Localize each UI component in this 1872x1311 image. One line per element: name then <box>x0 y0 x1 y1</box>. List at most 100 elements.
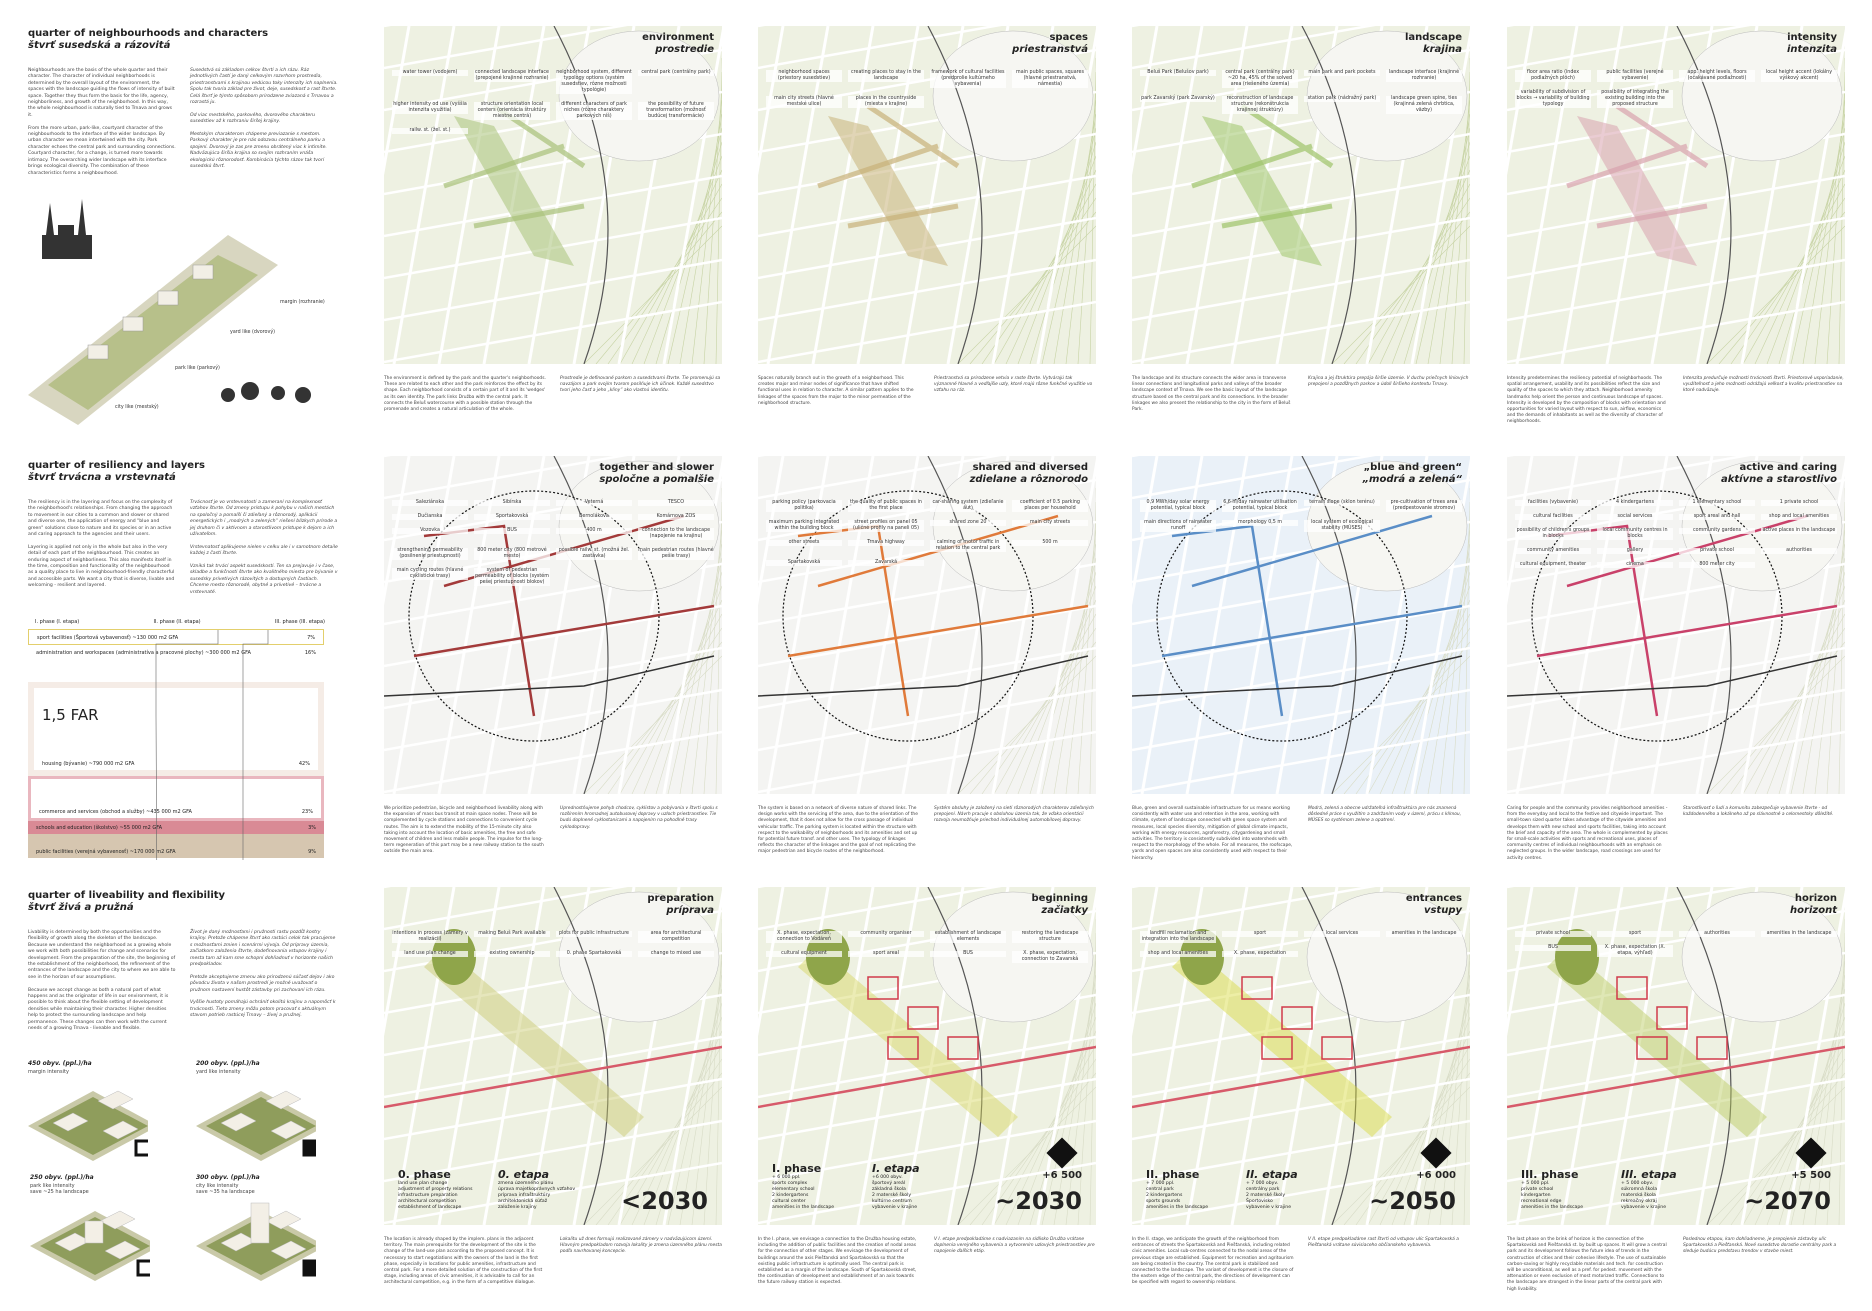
caption-sk: V II. etape predpokladáme rast štvrti od… <box>1308 1237 1459 1249</box>
panel-title: entrances vstupy <box>1405 893 1462 916</box>
panel-caption: The last phase on the brink of horizon i… <box>1507 1237 1845 1293</box>
etapa-item: príprava infraštruktúry <box>498 1193 551 1198</box>
map-label: cultural facilities <box>1515 514 1591 520</box>
density-desc: yard like intensity <box>196 1069 241 1075</box>
caption-en: The environment is defined by the park a… <box>384 376 546 413</box>
map-labels: private school sport authorities amenities … <box>1515 931 1837 957</box>
map-labels: neighborhood spaces (priestory susedstie… <box>766 70 1088 108</box>
map-label: Sibírska <box>474 500 550 506</box>
map-label: structure orientation local centers (ori… <box>474 102 550 120</box>
map-label: Spartakovská <box>766 560 842 566</box>
landuse-commerce: commerce and services (obchod a služby) … <box>28 776 324 821</box>
phase-name: II. phase <box>1146 1168 1200 1181</box>
map-label: 1 elementary school <box>1679 500 1755 506</box>
population-increase: +6 000 <box>1416 1137 1456 1181</box>
caption-en: Blue, green and overall sustainable infr… <box>1132 806 1293 861</box>
map-label: Beluš Park (Belušov park) <box>1140 70 1216 76</box>
panel-caption: Blue, green and overall sustainable infr… <box>1132 806 1470 862</box>
map-label: sport <box>1597 931 1673 937</box>
phase-divider-lines <box>155 630 269 860</box>
map-label: neighborhood system, different typology … <box>556 70 632 94</box>
map-panel-horizon: horizon horizont private school sport author… <box>1507 887 1845 1225</box>
map-panel-together-and-slower: together and slower spoločne a pomalšie Sa… <box>384 456 722 794</box>
map-label: sport areal <box>848 951 924 957</box>
map-label: community gardens <box>1679 528 1755 534</box>
density-desc: park like intensity <box>30 1183 75 1189</box>
phase-item: + 6 000 ppl. <box>772 1175 801 1180</box>
map-label: BUS <box>930 951 1006 957</box>
phase-item: amenities in the landscape <box>1146 1205 1209 1210</box>
map-labels: facilities (vybavenie) 4 kindergartens 1 e… <box>1515 500 1837 568</box>
caption-en: The landscape and its structure connects… <box>1132 376 1291 413</box>
map-label: cinema <box>1597 562 1673 568</box>
etapa-item: základná škola <box>872 1187 906 1192</box>
map-background <box>1507 26 1845 364</box>
tree-silhouettes-icon <box>221 382 311 403</box>
text-sk: Susedstvá sú základom celkov štvrti a ic… <box>190 68 338 170</box>
map-label: framework of cultural facilities (predpr… <box>930 70 1006 88</box>
etapa-item: vybavenie v krajine <box>1246 1205 1292 1210</box>
caption-sk: Intenzita predurčuje možnosti trvácnosti… <box>1683 376 1844 394</box>
section-title: quarter of liveability and flexibility št… <box>28 890 226 913</box>
map-label: landscape green spine, ties (krajinná ze… <box>1386 96 1462 114</box>
map-label: the possibility of future transformation… <box>638 102 714 120</box>
map-label: cultural equipment, theater <box>1515 562 1591 568</box>
panel-caption: The environment is defined by the park a… <box>384 376 722 413</box>
isometric-block-illustration <box>30 1210 160 1281</box>
map-background <box>758 887 1096 1225</box>
map-label: X. phase, expectation <box>1222 951 1298 957</box>
caption-en: We prioritize pedestrian, bicycle and ne… <box>384 806 544 855</box>
map-label: 500 m <box>1012 540 1088 546</box>
map-label: sport <box>1222 931 1298 937</box>
map-label: 1 private school <box>1761 500 1837 506</box>
pedestrian-icon <box>1420 1137 1452 1169</box>
map-label: maximum parking integrated within the bu… <box>766 520 842 532</box>
map-label: higher intensity od use (vyššia intenzit… <box>392 102 468 114</box>
map-label: change to mixed use <box>638 951 714 957</box>
map-label: possible railw. st. (možná žel. zastávka… <box>556 548 632 560</box>
etapa-item: kultúrne centrum <box>872 1199 912 1204</box>
landuse-sport: sport facilities (Športová vybavenosť) ~… <box>28 629 324 645</box>
map-panel-beginning: beginning začiatky X. phase, expectation, … <box>758 887 1096 1225</box>
panel-title: „blue and green“ „modrá a zelená“ <box>1362 462 1462 485</box>
map-label: authorities <box>1679 931 1755 937</box>
panel-title: beginning začiatky <box>1031 893 1088 916</box>
caption-en: In the I. phase, we envisage a connectio… <box>758 1237 917 1286</box>
caption-en: Intensity predetermines the resiliency p… <box>1507 376 1666 425</box>
caption-en: Caring for people and the community prov… <box>1507 806 1668 861</box>
map-label: Dučianska <box>392 514 468 520</box>
map-label: shop and local amenities <box>1140 951 1216 957</box>
etapa-item: založenie krajiny <box>498 1205 537 1210</box>
density-value: 450 obyv. (ppl.)/ha <box>28 1060 92 1067</box>
phase-item: + 5 000 ppl. <box>1521 1181 1550 1186</box>
phase-year: ~2050 <box>1369 1187 1456 1215</box>
density-value: 200 obyv. (ppl.)/ha <box>196 1060 260 1067</box>
map-label: sport areal and hall <box>1679 514 1755 520</box>
map-panel-spaces: spaces priestranstvá neighborhood spaces (… <box>758 26 1096 364</box>
map-background <box>1132 456 1470 794</box>
map-label: places in the countryside (miesta v kraj… <box>848 96 924 108</box>
map-label: X. phase, expectation, connection to Vod… <box>766 931 842 943</box>
phase-item: + 7 000 ppl. <box>1146 1181 1175 1186</box>
map-label: park Zavarský (park Zavarský) <box>1140 96 1216 102</box>
density-extra: save ~35 ha landscape <box>196 1189 255 1195</box>
section-title: quarter of neighbourhoods and characters… <box>28 28 269 51</box>
map-label: morphology 0,5 m <box>1222 520 1298 526</box>
map-label: area for architectural competition <box>638 931 714 943</box>
panel-caption: The system is based on a network of dive… <box>758 806 1096 856</box>
etapa-item: 2 materské školy <box>1246 1193 1286 1198</box>
map-label: possibility of integrating the existing … <box>1597 90 1673 108</box>
map-label: main city streets (hlavné mestské ulice) <box>766 96 842 108</box>
map-label: amenities in the landscape <box>1761 931 1837 937</box>
map-panel-landscape: landscape krajina Beluš Park (Belušov park… <box>1132 26 1470 364</box>
map-label: app. height levels, floors (očakávané po… <box>1679 70 1755 82</box>
map-label: connection to the landscape (napojenie n… <box>638 528 714 540</box>
pedestrian-icon <box>1046 1137 1078 1169</box>
map-label: authorities <box>1761 548 1837 554</box>
phase-item: private school <box>1521 1187 1554 1192</box>
etapa-item: 2 materské školy <box>872 1193 912 1198</box>
phase-name: I. phase <box>772 1162 822 1175</box>
map-label: possibility of children's groups in bloc… <box>1515 528 1591 540</box>
map-label: facilities (vybavenie) <box>1515 500 1591 506</box>
phase-item: elementary school <box>772 1187 815 1192</box>
